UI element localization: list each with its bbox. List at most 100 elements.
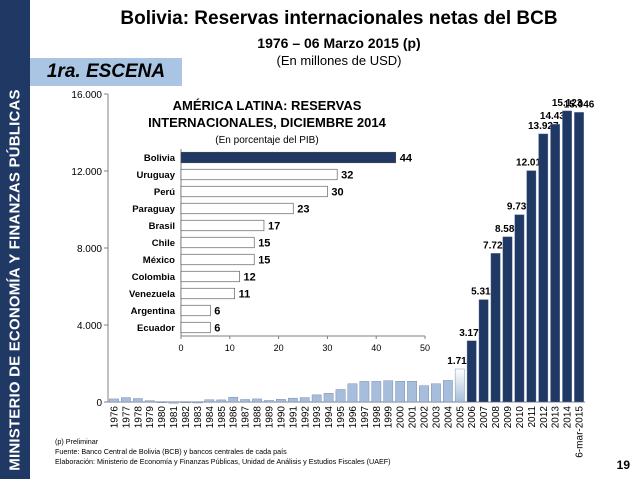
inset-background <box>118 94 434 364</box>
bar <box>407 381 417 403</box>
bar <box>562 110 572 403</box>
inset-bar <box>180 321 211 334</box>
x-tick-label: 6-mar-2015 <box>575 406 586 458</box>
x-tick-label: 2002 <box>420 406 431 429</box>
x-tick-label: 1986 <box>229 406 240 429</box>
y-tick-label: 16.000 <box>71 90 102 101</box>
bar <box>383 380 394 403</box>
inset-category-label: Brasil <box>149 221 175 232</box>
bar-value-label: 15.123 <box>552 98 583 109</box>
footnotes: (p) Preliminar Fuente: Banco Central de … <box>55 437 391 467</box>
x-tick-label: 2011 <box>527 406 538 428</box>
page-title: Bolivia: Reservas internacionales netas … <box>120 8 558 29</box>
bar <box>323 393 334 403</box>
bar <box>252 398 262 403</box>
sidebar: MINISTERIO DE ECONOMÍA Y FINANZAS PÚBLIC… <box>0 0 30 479</box>
inset-category-label: Paraguay <box>132 204 175 215</box>
x-tick-label: 2009 <box>503 406 514 429</box>
bar <box>132 398 143 403</box>
bar <box>216 399 227 403</box>
bar <box>347 383 358 403</box>
x-tick-label: 2004 <box>443 406 454 429</box>
bar-value-label: 7.722 <box>483 240 508 251</box>
bar-value-label: 13.927 <box>528 121 559 132</box>
x-tick-label: 2005 <box>455 406 466 429</box>
bar-value-label: 14.430 <box>540 111 571 122</box>
bar <box>443 380 453 403</box>
inset-value-label: 17 <box>268 221 280 233</box>
x-tick-label: 1981 <box>169 406 180 429</box>
bar <box>550 124 561 403</box>
x-tick-label: 1982 <box>181 406 192 429</box>
inset-bar <box>180 236 255 249</box>
bar <box>574 112 584 403</box>
x-tick-label: 2013 <box>551 406 562 429</box>
y-tick-label: 12.000 <box>71 167 102 178</box>
bar-value-label: 12.019 <box>516 158 547 169</box>
inset-bar <box>180 270 240 283</box>
x-tick-label: 1993 <box>312 406 323 429</box>
bar <box>371 381 382 403</box>
bar <box>180 401 191 404</box>
x-tick-label: 1984 <box>205 406 216 429</box>
bar <box>168 401 179 404</box>
inset-category-label: Chile <box>152 238 175 249</box>
x-tick-label: 1978 <box>133 406 144 429</box>
x-tick-label: 1983 <box>193 406 204 429</box>
inset-value-label: 6 <box>214 306 220 318</box>
x-tick-label: 2012 <box>539 406 550 429</box>
x-tick-label: 2007 <box>479 406 490 429</box>
x-tick-label: 2010 <box>515 406 526 429</box>
inset-subtitle: (En porcentaje del PIB) <box>215 135 318 146</box>
inset-category-label: Perú <box>154 187 175 198</box>
bar <box>192 401 203 404</box>
page-number: 19 <box>616 458 630 472</box>
x-tick-label: 1997 <box>360 406 371 429</box>
inset-x-tick-label: 0 <box>178 343 183 353</box>
bar-value-label: 5.319 <box>471 287 496 298</box>
footnote-source: Fuente: Banco Central de Bolivia (BCB) y… <box>55 447 287 456</box>
x-tick-label: 2003 <box>431 406 442 429</box>
x-tick-label: 1999 <box>384 406 395 429</box>
bar <box>526 170 537 403</box>
x-tick-label: 2001 <box>408 406 419 429</box>
bar <box>228 396 239 403</box>
inset-category-label: México <box>143 255 175 266</box>
bar <box>276 399 286 403</box>
x-tick-label: 1992 <box>300 406 311 429</box>
x-tick-label: 1980 <box>157 406 168 429</box>
bar <box>466 340 477 403</box>
inset-x-tick-label: 20 <box>274 343 284 353</box>
inset-value-label: 23 <box>297 204 309 216</box>
units-label: (En millones de USD) <box>276 53 402 68</box>
bar-value-label: 3.178 <box>459 328 484 339</box>
inset-title-line2: INTERNACIONALES, DICIEMBRE 2014 <box>148 115 386 130</box>
x-tick-label: 1987 <box>241 406 252 429</box>
bar-value-label: 1.714 <box>447 356 472 367</box>
footnote-preliminary: (p) Preliminar <box>55 437 99 446</box>
inset-x-tick-label: 40 <box>371 343 381 353</box>
bar <box>490 253 501 403</box>
inset-x-tick-label: 30 <box>322 343 332 353</box>
bar <box>109 398 119 403</box>
inset-category-label: Ecuador <box>137 323 175 334</box>
inset-value-label: 44 <box>400 153 413 165</box>
bar <box>431 383 441 403</box>
bar <box>502 236 513 403</box>
bar <box>478 299 489 403</box>
y-tick-label: 8.000 <box>77 244 102 255</box>
inset-bar <box>180 287 235 300</box>
inset-bar <box>180 185 328 198</box>
inset-category-label: Argentina <box>131 306 176 317</box>
bar-value-label: 9.730 <box>507 202 532 213</box>
inset-category-label: Colombia <box>132 272 176 283</box>
x-tick-label: 1988 <box>253 406 264 429</box>
x-tick-label: 2014 <box>563 406 574 429</box>
bar <box>311 394 322 403</box>
x-tick-label: 1996 <box>348 406 359 429</box>
inset-bar <box>180 202 294 215</box>
bar <box>299 397 310 403</box>
y-tick-label: 0 <box>96 398 102 409</box>
bar <box>287 397 298 403</box>
